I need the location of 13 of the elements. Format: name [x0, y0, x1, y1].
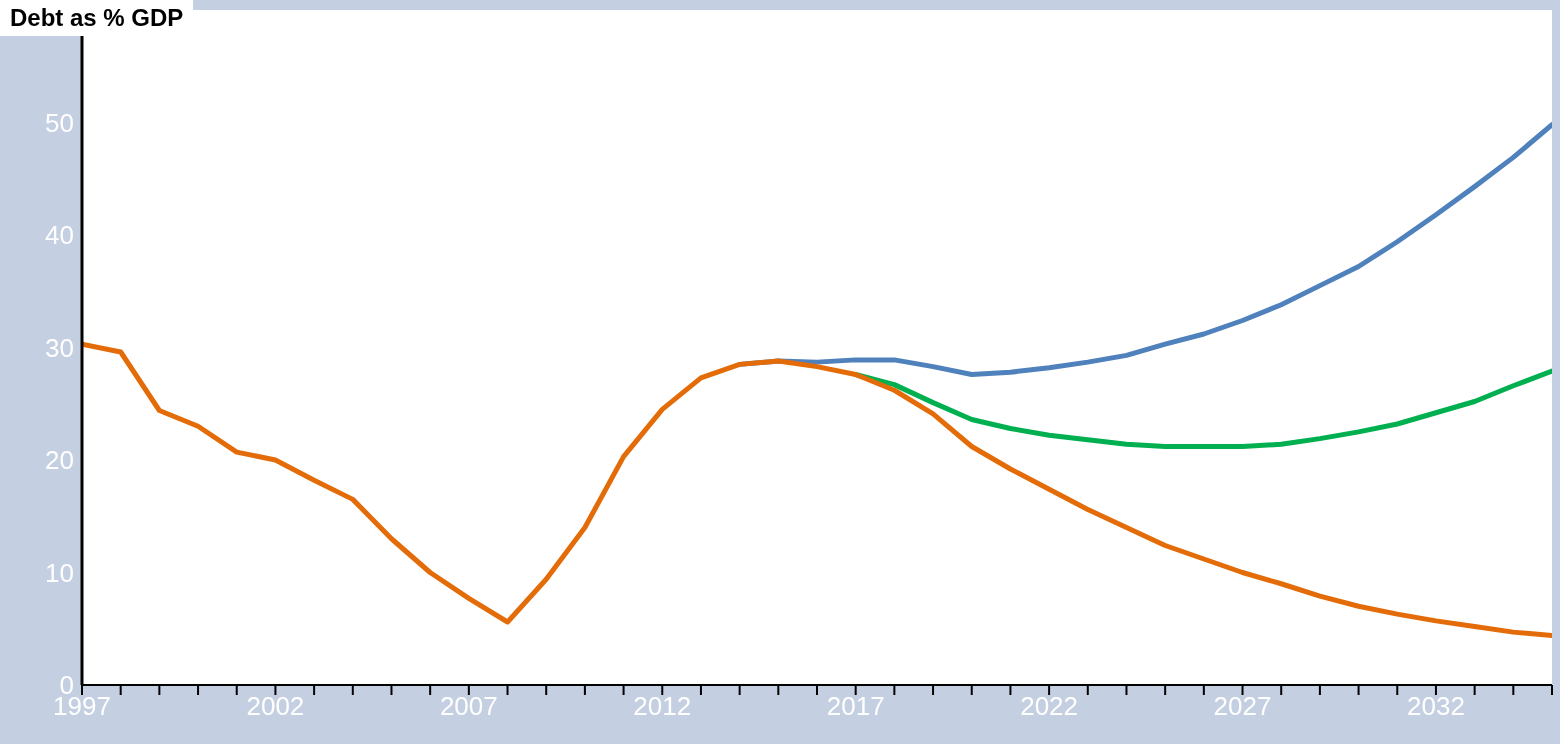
x-tick-label: 2012	[633, 691, 692, 722]
x-tick-label: 2032	[1407, 691, 1465, 722]
x-tick-label: 2017	[826, 691, 885, 722]
x-tick-label: 2002	[246, 691, 305, 722]
y-tick-label: 10	[45, 557, 74, 588]
y-tick-label: 40	[45, 220, 74, 251]
x-tick-label: 2027	[1213, 691, 1272, 722]
y-tick-label: 30	[45, 332, 74, 363]
y-tick-label: 20	[45, 445, 74, 476]
x-tick-label: 2022	[1020, 691, 1079, 722]
y-axis-title: Debt as % GDP	[0, 0, 194, 36]
y-tick-label: 50	[45, 107, 74, 138]
x-tick-label: 2007	[439, 691, 498, 722]
